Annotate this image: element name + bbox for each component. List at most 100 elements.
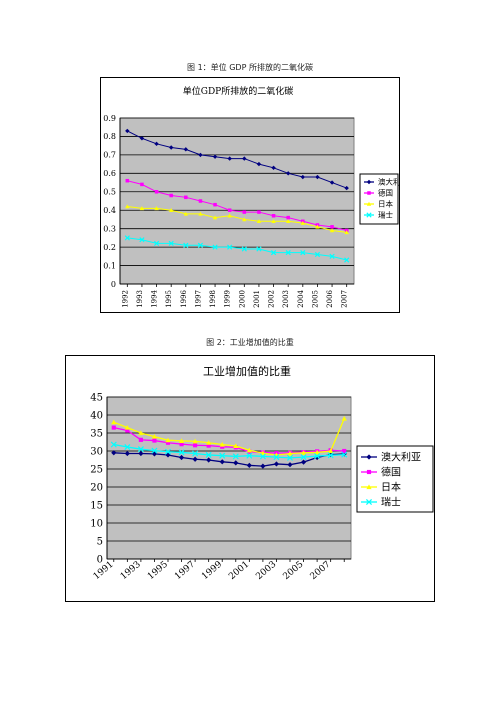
data-point [139,136,145,141]
data-point [219,441,225,447]
data-point [330,225,334,229]
data-point [246,447,252,453]
data-point [198,199,203,203]
legend-item: 瑞士 [361,496,401,509]
legend-item: 德国 [361,466,401,479]
data-point [206,443,211,448]
data-point [111,450,117,456]
data-point [300,220,306,225]
data-point [270,250,277,256]
data-point [125,428,130,433]
plot-area [106,396,352,560]
data-point [198,152,203,158]
y-tick-label: 0.3 [103,224,116,233]
series-line [127,237,347,261]
data-point [242,210,247,214]
data-point [285,250,291,256]
legend-label: 瑞士 [381,496,401,509]
data-point [110,441,117,448]
data-point [259,453,266,460]
data-point [300,174,306,180]
x-tick-label: 2002 [268,290,276,308]
x-tick-label: 2007 [341,290,349,308]
legend-item: 日本 [364,199,393,209]
data-point [192,450,199,457]
y-tick-label: 0.2 [103,243,116,252]
legend-label: 日本 [378,199,393,209]
data-point [111,419,117,425]
series-line [127,206,347,233]
data-point [169,193,173,198]
x-tick-label: 2003 [282,290,290,308]
legend-label: 德国 [381,466,401,479]
data-point [138,437,143,442]
legend-item: 日本 [361,481,401,494]
data-point [286,215,290,220]
x-tick-label: 1997 [194,290,202,308]
y-tick-label: 45 [90,393,103,404]
x-tick-label: 1996 [180,289,188,307]
legend-marker [366,212,372,218]
data-point [168,208,174,212]
data-point [315,224,320,229]
data-point [300,454,307,461]
series-4 [124,235,350,263]
series-line [113,418,345,456]
data-point [260,450,266,456]
data-point [111,425,116,430]
data-point [271,213,276,218]
data-point [124,235,130,241]
data-point [152,438,157,443]
x-tick-label: 2006 [326,289,334,307]
y-tick-label: 5 [97,537,103,548]
data-point [314,251,321,258]
y-tick-label: 0 [97,555,103,566]
legend-label: 日本 [381,481,401,494]
data-point [206,440,212,445]
data-point [287,450,293,456]
y-tick-label: 0.1 [103,261,116,270]
data-point [287,462,293,468]
y-tick-label: 0.5 [103,188,116,197]
x-tick-label: 1994 [151,289,159,307]
data-point [315,174,320,180]
x-tick-label: 2005 [311,290,319,308]
y-tick-label: 0.8 [103,132,116,141]
data-point [271,165,276,170]
data-point [233,443,239,449]
data-point [139,206,145,211]
data-point [341,451,348,458]
data-point [344,257,350,263]
data-point [198,211,203,216]
x-tick-label: 1992 [121,290,129,308]
data-point [246,452,253,459]
data-point [212,244,218,250]
x-tick-label: 2001 [253,290,261,308]
data-point [342,448,347,454]
data-point [256,219,262,224]
data-point [327,452,334,459]
chart-title: 单位GDP所排放的二氧化碳 [183,85,293,97]
legend-label: 澳大利亚 [381,451,421,464]
data-point [140,182,144,187]
data-point [168,145,174,150]
data-point [153,240,160,247]
data-point [125,128,130,134]
data-point [329,253,335,259]
legend-marker [365,498,373,506]
co2-per-gdp-chart: 单位GDP所排放的二氧化碳 0 0.1 0.2 0.3 0.4 0.5 0.6 0.7 0.8 0.… [100,77,400,313]
data-point [178,449,185,456]
legend-item: 瑞士 [364,210,393,220]
series-line [127,130,347,189]
y-tick-label: 15 [90,501,103,512]
data-point [192,438,198,444]
data-point [220,444,225,449]
data-point [286,454,294,461]
legend-item: 澳大利亚 [361,451,421,464]
data-point [260,463,266,469]
legend-label: 德国 [378,188,393,198]
data-point [341,416,347,421]
figure2-caption: 图 2：工业增加值的比重 [206,338,294,347]
data-point [227,213,232,218]
